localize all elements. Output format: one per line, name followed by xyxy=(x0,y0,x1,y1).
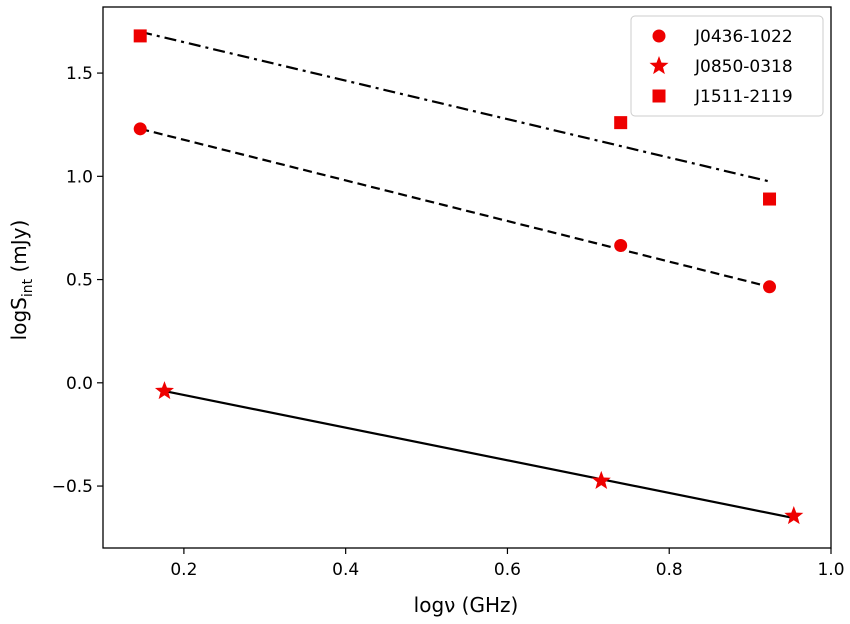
legend: J0436-1022 J0850-0318 J1511-2119 xyxy=(630,15,824,117)
data-point-j1511-2119-1 xyxy=(614,116,628,130)
x-tick-label: 0.4 xyxy=(332,560,359,580)
x-tick-label: 1.0 xyxy=(817,560,844,580)
y-axis-label: logSint (mJy) xyxy=(7,220,36,341)
y-axis-label-main: logS xyxy=(7,297,31,340)
y-axis-label-subscript: int xyxy=(20,278,36,297)
y-tick-label: 1.0 xyxy=(66,167,93,187)
legend-marker-j1511-2119 xyxy=(652,89,666,103)
data-point-j0850-0318-2 xyxy=(784,505,804,525)
plot-frame xyxy=(102,6,832,549)
x-tick-label: 0.8 xyxy=(656,560,683,580)
fit-line-j0436-1022 xyxy=(139,127,770,288)
data-point-j1511-2119-0 xyxy=(133,29,147,43)
legend-label-j1511-2119: J1511-2119 xyxy=(694,87,793,107)
y-tick-label: 0.0 xyxy=(66,374,93,394)
y-tick-label: 0.5 xyxy=(66,271,93,291)
plot-area xyxy=(133,29,804,525)
fit-line-j0850-0318 xyxy=(164,389,795,520)
x-tick-label: 0.6 xyxy=(494,560,521,580)
x-axis-label: logν (GHz) xyxy=(414,593,519,617)
data-point-j0436-1022-2 xyxy=(763,280,777,294)
fit-line-j1511-2119 xyxy=(139,30,770,183)
y-tick-label: −0.5 xyxy=(52,477,93,497)
legend-label-j0436-1022: J0436-1022 xyxy=(694,27,793,47)
data-point-j0850-0318-0 xyxy=(154,381,174,400)
data-point-j1511-2119-2 xyxy=(763,192,777,206)
axes: 0.2 0.4 0.6 0.8 1.0 −0.5 0.0 0.5 1.0 1.5 xyxy=(52,6,845,580)
legend-label-j0850-0318: J0850-0318 xyxy=(694,57,793,77)
x-tick-label: 0.2 xyxy=(170,560,197,580)
data-point-j0850-0318-1 xyxy=(591,470,611,489)
y-tick-label: 1.5 xyxy=(66,64,93,84)
data-point-j0436-1022-1 xyxy=(614,238,628,252)
legend-marker-j0436-1022 xyxy=(652,29,666,43)
legend-marker-j0850-0318 xyxy=(649,56,669,75)
y-axis-label-unit: (mJy) xyxy=(7,220,31,279)
data-point-j0436-1022-0 xyxy=(133,122,147,136)
legend-box xyxy=(630,15,824,117)
